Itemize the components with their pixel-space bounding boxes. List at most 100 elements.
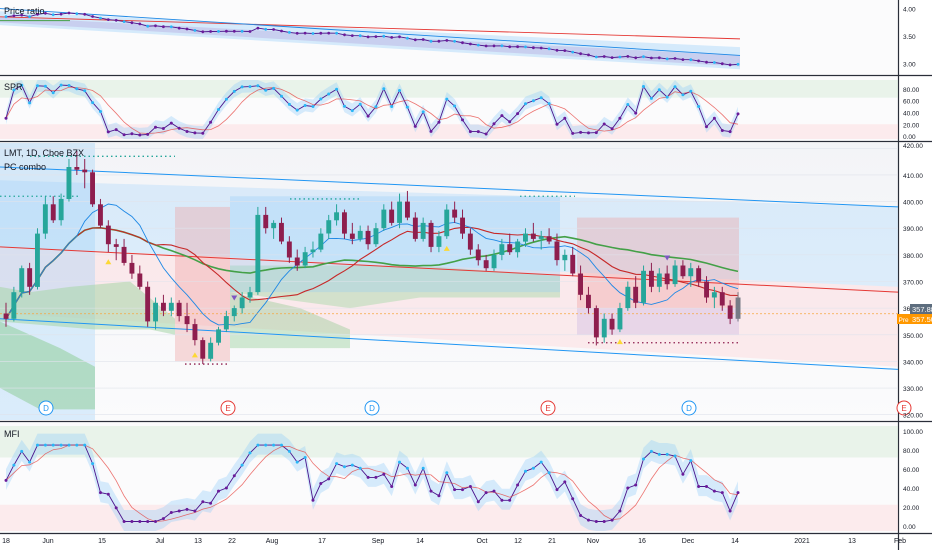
mfi-dot: [12, 463, 16, 467]
spr-dot: [154, 125, 157, 129]
mfi-dot: [374, 475, 378, 479]
spr-dot: [657, 88, 661, 92]
main-tick-label: 390.00: [903, 226, 923, 233]
mfi-dot: [476, 500, 480, 504]
spr-dot: [547, 102, 551, 106]
mfi-dot: [697, 485, 701, 488]
price-ratio-dot: [539, 46, 543, 50]
candle-body: [688, 268, 694, 277]
price-ratio-dot: [106, 18, 110, 21]
mfi-dot: [232, 474, 236, 478]
sell-signal-marker: [664, 255, 671, 261]
spr-dot: [169, 121, 173, 125]
mfi-dot: [20, 449, 24, 453]
mfi-dot: [437, 494, 441, 498]
candle-body: [318, 233, 324, 250]
candle-body: [58, 198, 64, 221]
spr-dot: [106, 130, 110, 134]
channel-upper-line: [0, 166, 899, 208]
price-ratio-line: [5, 12, 739, 66]
x-axis-label: 21: [548, 538, 556, 545]
main-tick-label-partial: 420.00: [903, 143, 923, 150]
candle-body: [586, 294, 591, 309]
spr-dot: [413, 124, 417, 128]
support-zone-2: [230, 265, 560, 309]
price-ratio-dot: [705, 60, 708, 64]
price-ratio-dot: [626, 55, 630, 58]
spr-dot: [626, 103, 630, 106]
x-axis-label: Nov: [587, 538, 600, 545]
spr-dot: [681, 93, 685, 97]
spr-dot: [130, 132, 134, 136]
event-marker-label: E: [225, 404, 230, 413]
main-tick-label: 410.00: [903, 173, 923, 180]
mfi-dot: [547, 471, 551, 475]
candle-body: [444, 209, 450, 237]
mfi-dot: [468, 485, 472, 488]
candle-body: [247, 292, 253, 298]
price-ratio-dot: [736, 62, 740, 66]
price-ratio-tick-label: 3.50: [903, 34, 916, 41]
spr-dot: [421, 110, 425, 114]
candle-body: [145, 286, 151, 322]
price-ratio-dot: [114, 18, 118, 22]
buy-signal-marker: [191, 352, 198, 358]
x-axis-label: 22: [228, 538, 236, 545]
spr-dot: [728, 130, 732, 134]
price-ratio-dot: [240, 29, 244, 33]
candle-body: [515, 241, 521, 253]
spr-dot: [20, 83, 24, 87]
price-ratio-dot: [75, 12, 79, 16]
price-ratio-dot: [209, 30, 213, 33]
price-ratio-dot: [398, 35, 401, 39]
buy-signal-marker: [616, 339, 623, 345]
event-marker-label: D: [369, 404, 375, 413]
mfi-dot: [319, 482, 323, 485]
mfi-dot: [358, 466, 362, 470]
spr-dot: [4, 116, 8, 120]
spr-dot: [28, 101, 32, 105]
mfi-dot: [390, 485, 394, 488]
mfi-dot: [51, 443, 55, 447]
mfi-dot: [114, 506, 118, 510]
price-ratio-dot: [673, 57, 677, 60]
price-ratio-dot: [484, 44, 488, 48]
mfi-dot: [106, 492, 110, 496]
channel-lower-fill: [0, 246, 898, 367]
price-ratio-dot: [665, 57, 669, 61]
candle-body: [475, 249, 481, 261]
price-ratio-dot: [532, 46, 535, 50]
candle-body: [491, 254, 497, 269]
candle-body: [200, 340, 206, 359]
mfi-dot: [665, 452, 669, 456]
candle-body: [50, 204, 56, 221]
mfi-title: MFI: [4, 429, 20, 439]
spr-dot: [390, 105, 394, 108]
pre-market-badge: Pre 357.50: [897, 314, 932, 324]
spr-dot: [177, 126, 181, 130]
candle-body: [326, 220, 332, 234]
spr-dot: [248, 85, 252, 89]
price-ratio-dot: [335, 31, 338, 35]
candle-body: [672, 265, 678, 285]
candle-body: [3, 313, 9, 319]
price-ratio-dot: [382, 34, 386, 38]
spr-dot: [445, 97, 449, 101]
x-axis-label: Aug: [266, 538, 279, 545]
sell-signal-marker: [231, 295, 238, 301]
spr-dot: [303, 104, 307, 107]
candle-body: [310, 249, 316, 253]
mfi-dot: [508, 498, 512, 502]
spr-dot: [437, 120, 441, 124]
candle-body: [538, 236, 544, 239]
candle-body: [617, 308, 623, 330]
mfi-dot: [618, 509, 622, 513]
spr-signal-line: [5, 86, 739, 134]
spr-dot: [264, 88, 268, 92]
mfi-tick-label: 0.00: [903, 524, 916, 531]
price-ratio-upper-line: [0, 8, 741, 56]
main-tick-label: 320.00: [903, 413, 923, 420]
ma-medium-line: [5, 226, 739, 320]
mfi-signal-line: [5, 444, 739, 522]
